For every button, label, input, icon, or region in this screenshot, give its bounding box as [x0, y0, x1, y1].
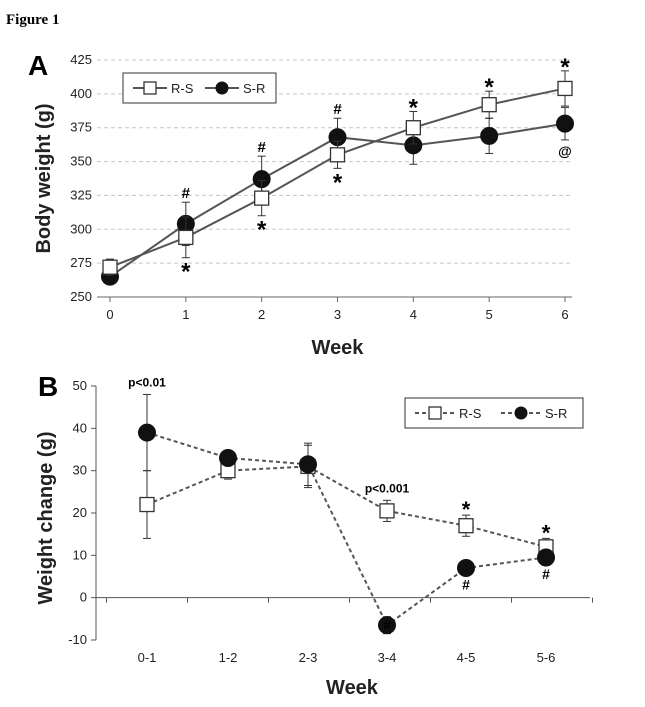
y-tick-label: 275	[70, 255, 92, 270]
x-axis-title: Week	[326, 677, 379, 699]
y-tick-label: 250	[70, 289, 92, 304]
series-r-s-point	[557, 80, 573, 97]
series-s-r-point	[219, 448, 237, 467]
p-value-label: p<0.01	[128, 375, 166, 389]
legend-label: R-S	[459, 406, 482, 421]
x-tick-label: 1-2	[219, 650, 238, 665]
significance-marker: #	[462, 576, 470, 592]
significance-marker: #	[182, 185, 191, 202]
series-s-r-line	[146, 431, 547, 627]
x-tick-label: 5-6	[537, 650, 556, 665]
legend-marker	[143, 81, 157, 95]
series-r-s-point	[458, 518, 474, 534]
y-tick-label: 350	[70, 154, 92, 169]
significance-marker: *	[181, 259, 191, 286]
legend-label: R-S	[171, 81, 194, 96]
series-r-s-point	[178, 229, 194, 246]
legend-marker	[428, 406, 442, 420]
y-tick-label: -10	[68, 632, 87, 647]
y-tick-label: 30	[73, 463, 87, 478]
panel-b-letter: B	[38, 371, 58, 402]
y-tick-label: 325	[70, 187, 92, 202]
series-s-r-point	[138, 423, 156, 442]
legend-marker	[215, 81, 229, 95]
series-r-s-line	[146, 465, 547, 548]
y-tick-label: 50	[73, 378, 87, 393]
series-s-r-point	[457, 559, 475, 578]
x-tick-label: 3	[334, 307, 341, 322]
significance-marker: *	[542, 520, 551, 545]
series-s-r-point	[480, 126, 499, 145]
series-r-s-point	[102, 259, 118, 275]
y-tick-label: 425	[70, 52, 92, 67]
series-s-r-point	[299, 455, 317, 474]
series-s-r-point	[556, 114, 574, 133]
significance-marker: #	[542, 566, 550, 582]
legend-label: S-R	[545, 406, 567, 421]
series-r-s-point	[481, 97, 497, 113]
y-axis-title: Weight change (g)	[35, 432, 57, 605]
y-tick-label: 40	[73, 420, 87, 435]
significance-marker: *	[257, 217, 267, 244]
significance-marker: #	[257, 139, 266, 156]
series-r-s-point	[405, 120, 421, 136]
p-value-label: p<0.001	[365, 481, 410, 495]
x-tick-label: 3-4	[378, 650, 397, 665]
significance-marker: #	[383, 617, 391, 633]
y-axis-title: Body weight (g)	[33, 104, 55, 254]
y-tick-label: 20	[73, 505, 87, 520]
y-tick-label: 0	[80, 590, 87, 605]
legend-marker	[514, 406, 528, 420]
significance-marker: *	[484, 74, 494, 101]
significance-marker: *	[560, 54, 570, 81]
x-tick-label: 2-3	[299, 650, 318, 665]
x-tick-label: 5	[486, 307, 493, 322]
x-tick-label: 1	[182, 307, 189, 322]
significance-marker: *	[409, 94, 419, 121]
x-tick-label: 4	[410, 307, 417, 322]
x-tick-label: 2	[258, 307, 265, 322]
series-r-s-point	[139, 496, 155, 513]
series-r-s-point	[379, 503, 395, 519]
legend-label: S-R	[243, 81, 265, 96]
series-s-r-point	[537, 548, 555, 567]
series-r-s-point	[254, 190, 270, 206]
x-tick-label: 0-1	[138, 650, 157, 665]
y-tick-label: 10	[73, 547, 87, 562]
figure-label: Figure 1	[6, 12, 60, 28]
significance-marker: *	[462, 497, 471, 522]
series-s-r-point	[378, 616, 396, 635]
x-tick-label: 6	[561, 307, 568, 322]
x-tick-label: 0	[106, 307, 113, 322]
significance-marker: @	[558, 143, 572, 159]
panel-a-letter: A	[28, 50, 48, 81]
y-tick-label: 400	[70, 86, 92, 101]
x-tick-label: 4-5	[457, 650, 476, 665]
x-axis-title: Week	[312, 337, 365, 359]
y-tick-label: 300	[70, 221, 92, 236]
series-r-s-point	[329, 147, 346, 163]
significance-marker: #	[333, 101, 342, 118]
y-tick-label: 375	[70, 120, 92, 135]
significance-marker: *	[333, 169, 343, 196]
